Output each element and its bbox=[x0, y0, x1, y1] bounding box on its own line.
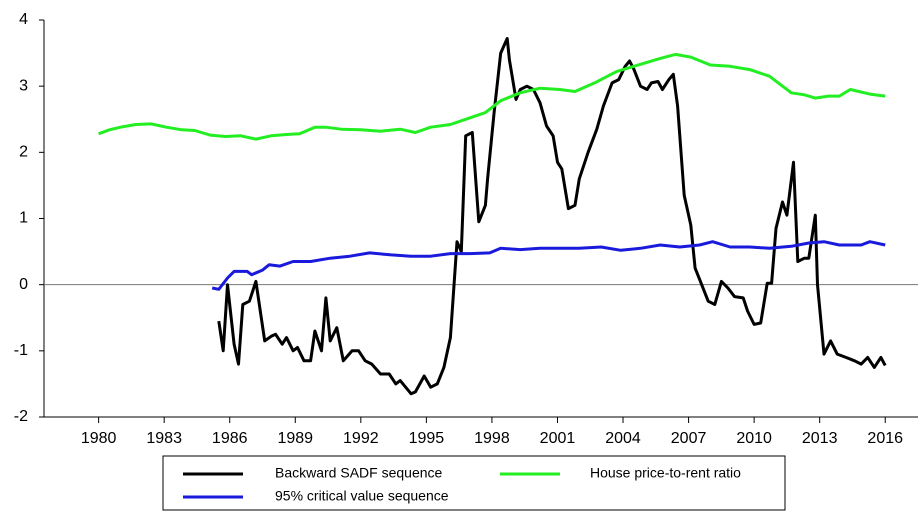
y-tick-label: 4 bbox=[19, 11, 28, 28]
series-line bbox=[211, 240, 886, 291]
x-tick-label: 2007 bbox=[671, 430, 707, 447]
y-tick-label: 2 bbox=[19, 144, 28, 161]
x-tick-label: 1980 bbox=[81, 430, 117, 447]
x-tick-label: 2016 bbox=[867, 430, 903, 447]
x-tick-label: 2004 bbox=[605, 430, 641, 447]
x-tick-label: 1989 bbox=[277, 430, 313, 447]
legend-box bbox=[162, 455, 786, 511]
x-tick-label: 2010 bbox=[736, 430, 772, 447]
x-tick-label: 1992 bbox=[343, 430, 379, 447]
x-tick-label: 1995 bbox=[409, 430, 445, 447]
y-tick-label: 0 bbox=[19, 276, 28, 293]
legend-label: Backward SADF sequence bbox=[275, 465, 443, 481]
y-tick-label: -2 bbox=[14, 408, 28, 425]
series-line bbox=[217, 37, 887, 396]
x-tick-label: 1986 bbox=[212, 430, 248, 447]
x-tick-label: 1998 bbox=[474, 430, 510, 447]
legend-label: House price-to-rent ratio bbox=[590, 465, 741, 481]
y-tick-label: -1 bbox=[14, 342, 28, 359]
y-tick-label: 1 bbox=[19, 210, 28, 227]
x-tick-label: 2013 bbox=[802, 430, 838, 447]
x-tick-label: 1983 bbox=[146, 430, 182, 447]
x-tick-label: 2001 bbox=[540, 430, 576, 447]
legend-label: 95% critical value sequence bbox=[275, 488, 449, 504]
series-line bbox=[98, 52, 886, 141]
y-tick-label: 3 bbox=[19, 77, 28, 94]
